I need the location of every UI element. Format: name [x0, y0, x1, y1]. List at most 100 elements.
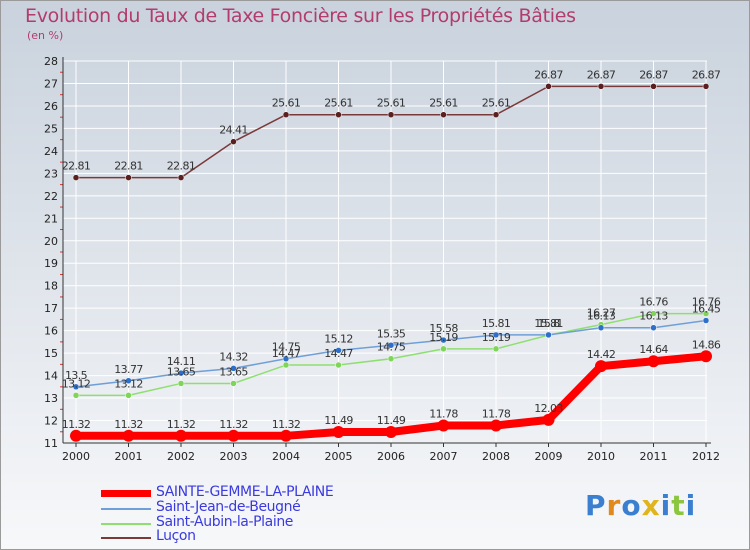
y-tick-label: 14: [44, 370, 58, 383]
legend-label: Saint-Aubin-la-Plaine: [156, 514, 294, 530]
data-label: 26.87: [692, 68, 721, 81]
data-point: [387, 355, 395, 362]
data-point: [437, 419, 450, 432]
data-point: [177, 174, 185, 181]
y-tick-label: 20: [44, 235, 58, 248]
data-label: 13.65: [167, 365, 196, 378]
data-label: 15.19: [429, 331, 458, 344]
y-tick-label: 23: [44, 167, 58, 180]
data-label: 16.76: [639, 296, 668, 309]
data-label: 14.75: [272, 341, 301, 354]
data-point: [647, 355, 660, 368]
data-point: [72, 174, 80, 181]
data-label: 14.11: [167, 355, 196, 368]
data-label: 13.77: [114, 363, 143, 376]
x-tick-label: 2008: [482, 450, 510, 463]
data-point: [492, 345, 500, 353]
x-tick-label: 2004: [272, 450, 300, 463]
data-label: 13.12: [114, 377, 143, 390]
legend-swatch: [101, 537, 151, 539]
data-point: [72, 392, 80, 399]
data-point: [597, 324, 605, 331]
data-label: 13.65: [219, 365, 248, 378]
y-tick-label: 22: [44, 190, 58, 203]
logo-letter: r: [606, 489, 622, 522]
data-point: [335, 361, 342, 369]
data-point: [545, 83, 552, 90]
data-label: 22.81: [167, 160, 196, 173]
y-tick-label: 16: [44, 325, 58, 338]
data-point: [650, 324, 657, 331]
data-point: [702, 83, 710, 90]
data-labels: 11.32 11.32 11.32 11.32 11.32 11.49 11.49 11.78…: [62, 68, 722, 431]
data-point: [230, 380, 237, 387]
data-label: 14.32: [219, 350, 248, 363]
data-label: 25.61: [377, 97, 406, 110]
data-point: [177, 369, 185, 377]
data-point: [650, 310, 657, 317]
y-tick-label: 13: [44, 392, 58, 405]
axes: 11 12 13 14 15 16 17 18 19 20 21 22 23 24 25 26 27 28 2000…: [44, 55, 720, 463]
x-tick-label: 2007: [430, 450, 458, 463]
y-tick-label: 27: [44, 77, 58, 90]
logo-letter: x: [641, 489, 661, 522]
data-point: [282, 111, 290, 118]
data-label: 26.87: [534, 68, 563, 81]
data-label: 15.35: [377, 327, 406, 340]
logo-letter: i: [660, 489, 672, 522]
y-tick-label: 15: [44, 347, 58, 360]
x-tick-label: 2011: [640, 450, 668, 463]
legend-swatch: [101, 508, 151, 510]
y-tick-label: 19: [44, 257, 58, 270]
y-tick-label: 26: [44, 100, 58, 113]
data-label: 16.13: [587, 310, 616, 323]
data-label: 11.32: [167, 418, 196, 431]
data-label: 22.81: [114, 160, 143, 173]
y-tick-label: 12: [44, 415, 58, 428]
grid: [63, 60, 707, 444]
data-label: 16.76: [692, 296, 721, 309]
data-point: [387, 342, 395, 349]
data-label: 15.81: [482, 317, 511, 330]
y-tick-label: 11: [44, 437, 58, 450]
series-layer: [70, 83, 712, 442]
data-label: 16.45: [692, 303, 721, 316]
data-point: [125, 377, 132, 385]
data-point: [650, 83, 657, 90]
data-label: 15.19: [482, 331, 511, 344]
x-tick-label: 2000: [62, 450, 90, 463]
data-point: [335, 111, 342, 118]
data-point: [280, 429, 292, 442]
x-tick-label: 2010: [587, 450, 615, 463]
data-label: 14.64: [639, 343, 668, 356]
data-label: 14.47: [324, 347, 353, 360]
data-label: 24.41: [219, 124, 248, 137]
data-label: 16.27: [587, 307, 616, 320]
data-point: [332, 425, 345, 438]
data-label: 15.58: [429, 322, 458, 335]
data-point: [72, 383, 80, 391]
x-tick-label: 2002: [167, 450, 195, 463]
data-point: [542, 413, 555, 426]
data-point: [492, 331, 500, 339]
proxiti-logo: Proxiti: [585, 489, 696, 522]
data-label: 14.86: [692, 338, 721, 351]
data-label: 26.87: [639, 68, 668, 81]
legend-label: SAINTE-GEMME-LA-PLAINE: [156, 484, 334, 500]
data-point: [335, 347, 342, 354]
data-point: [125, 174, 132, 181]
data-point: [545, 331, 552, 339]
data-point: [387, 111, 395, 118]
legend-swatch: [101, 490, 151, 497]
data-point: [597, 83, 605, 90]
data-point: [227, 429, 240, 442]
data-point: [125, 392, 132, 399]
data-label: 25.61: [272, 97, 301, 110]
data-point: [700, 350, 712, 363]
data-point: [70, 429, 82, 442]
y-tick-label: 25: [44, 122, 58, 135]
data-point: [702, 317, 710, 324]
data-label: 22.81: [62, 160, 91, 173]
